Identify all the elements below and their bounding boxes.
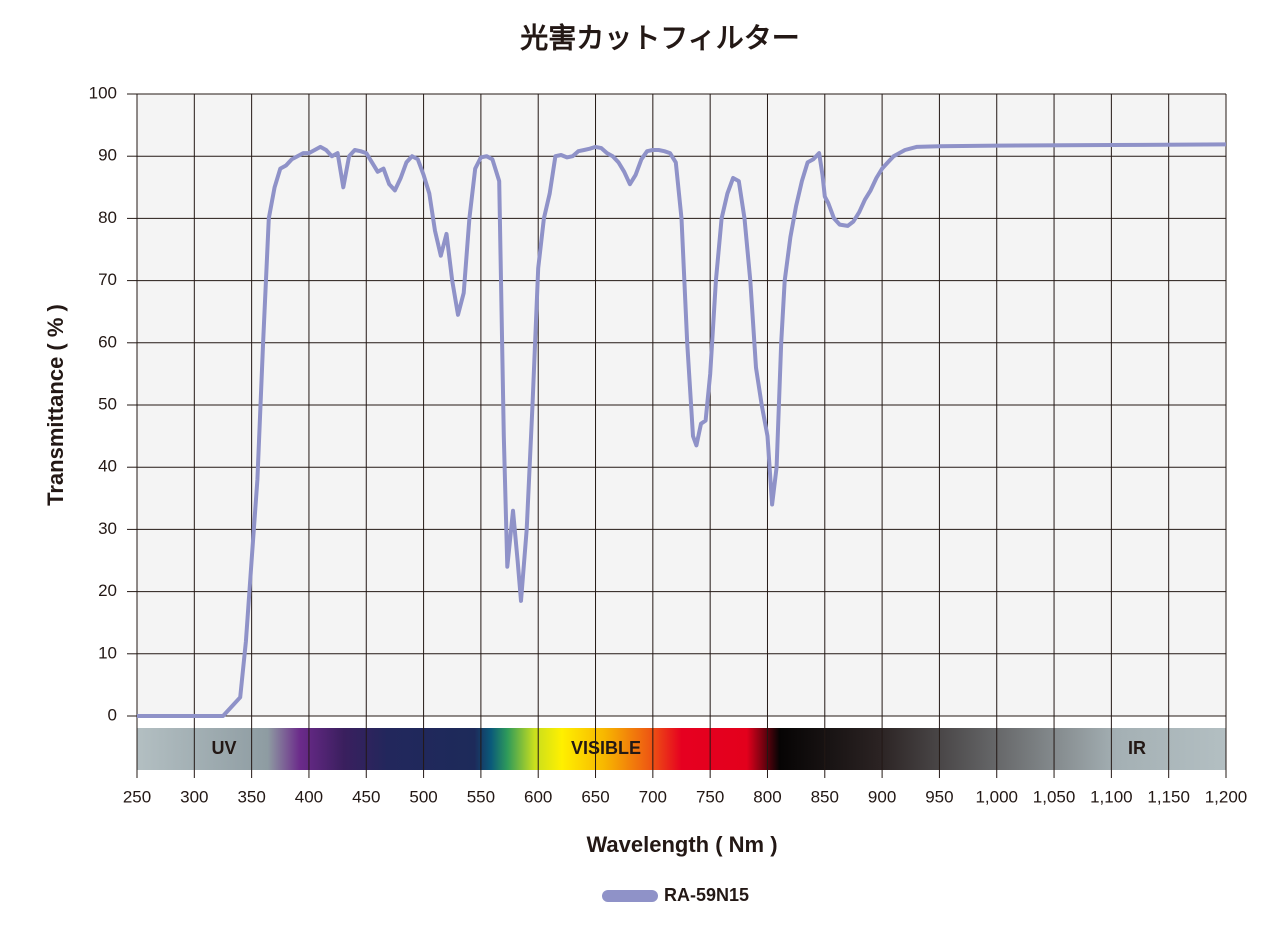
x-tick-label: 1,150 — [1147, 787, 1190, 806]
spectrum-band — [137, 728, 1226, 770]
x-tick-label: 650 — [581, 787, 609, 806]
x-tick-label: 950 — [925, 787, 953, 806]
x-tick-label: 300 — [180, 787, 208, 806]
y-tick-label: 50 — [98, 394, 117, 413]
y-tick-label: 70 — [98, 270, 117, 289]
y-tick-label: 40 — [98, 457, 117, 476]
spectrum-label: VISIBLE — [571, 738, 641, 758]
legend-label: RA-59N15 — [664, 885, 749, 905]
y-axis-title: Transmittance ( % ) — [43, 304, 68, 506]
y-tick-label: 100 — [89, 83, 117, 102]
x-tick-label: 900 — [868, 787, 896, 806]
x-tick-label: 1,050 — [1033, 787, 1076, 806]
x-tick-label: 1,000 — [975, 787, 1018, 806]
chart-title: 光害カットフィルター — [519, 21, 799, 53]
y-tick-label: 10 — [98, 643, 117, 662]
y-tick-label: 0 — [108, 705, 117, 724]
x-tick-label: 550 — [467, 787, 495, 806]
x-tick-label: 750 — [696, 787, 724, 806]
data-line — [137, 142, 1227, 718]
x-tick-label: 850 — [811, 787, 839, 806]
x-tick-label: 700 — [639, 787, 667, 806]
y-tick-label: 80 — [98, 208, 117, 227]
y-tick-label: 30 — [98, 519, 117, 538]
x-tick-label: 450 — [352, 787, 380, 806]
x-tick-label: 1,200 — [1205, 787, 1248, 806]
spectrum-label: IR — [1128, 738, 1146, 758]
y-tick-label: 20 — [98, 581, 117, 600]
x-tick-label: 400 — [295, 787, 323, 806]
x-tick-label: 500 — [409, 787, 437, 806]
spectrum-label: UV — [211, 738, 236, 758]
x-tick-label: 600 — [524, 787, 552, 806]
x-tick-label: 800 — [753, 787, 781, 806]
x-tick-label: 250 — [123, 787, 151, 806]
y-tick-label: 60 — [98, 332, 117, 351]
x-axis-title: Wavelength ( Nm ) — [586, 832, 777, 857]
y-tick-label: 90 — [98, 146, 117, 165]
x-tick-label: 350 — [237, 787, 265, 806]
x-tick-label: 1,100 — [1090, 787, 1133, 806]
